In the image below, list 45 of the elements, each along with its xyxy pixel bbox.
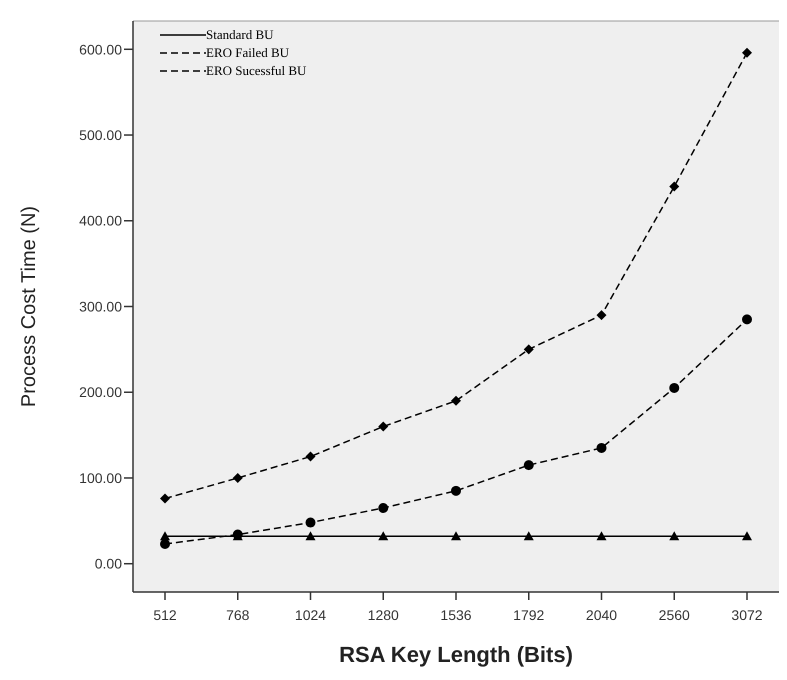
point (524, 344, 534, 354)
point (451, 531, 461, 540)
y-tick-label: 0.00 (94, 556, 122, 572)
point (669, 531, 680, 540)
y-tick-label: 300.00 (79, 298, 122, 314)
y-tick-label: 500.00 (79, 127, 122, 143)
y-axis-title: Process Cost Time (N) (18, 206, 40, 408)
x-tick-label: 1024 (294, 606, 326, 623)
point (596, 310, 606, 320)
y-tick-label: 100.00 (79, 470, 122, 486)
point (160, 494, 170, 504)
x-tick-label: 512 (153, 606, 177, 623)
x-tick-label: 1792 (513, 606, 545, 623)
point (232, 472, 243, 483)
legend-label: ERO Sucessful BU (206, 62, 306, 80)
point (524, 460, 534, 470)
point (306, 452, 316, 462)
point (742, 48, 752, 58)
point (306, 531, 316, 540)
x-tick-label: 3072 (731, 606, 763, 623)
legend-label: ERO Failed BU (206, 44, 290, 62)
x-tick-label: 1280 (368, 606, 400, 623)
point (596, 442, 606, 453)
x-tick-label: 768 (226, 606, 250, 623)
legend-label: Standard BU (206, 26, 274, 44)
point (306, 518, 316, 528)
y-tick-label: 400.00 (79, 212, 122, 229)
point (378, 531, 388, 540)
x-tick-label: 1536 (440, 606, 472, 623)
point (378, 502, 388, 513)
point (669, 181, 680, 192)
point (160, 538, 170, 549)
point (742, 531, 752, 540)
point (742, 314, 752, 324)
point (378, 422, 388, 432)
point (669, 382, 680, 393)
point (451, 486, 461, 496)
x-axis-title: RSA Key Length (Bits) (339, 642, 573, 667)
point (524, 531, 534, 540)
x-tick-label: 2560 (658, 606, 690, 623)
x-tick-label: 2040 (586, 606, 618, 623)
point (596, 531, 606, 540)
y-tick-label: 600.00 (79, 41, 122, 58)
y-tick-label: 200.00 (79, 384, 122, 400)
point (451, 396, 461, 406)
